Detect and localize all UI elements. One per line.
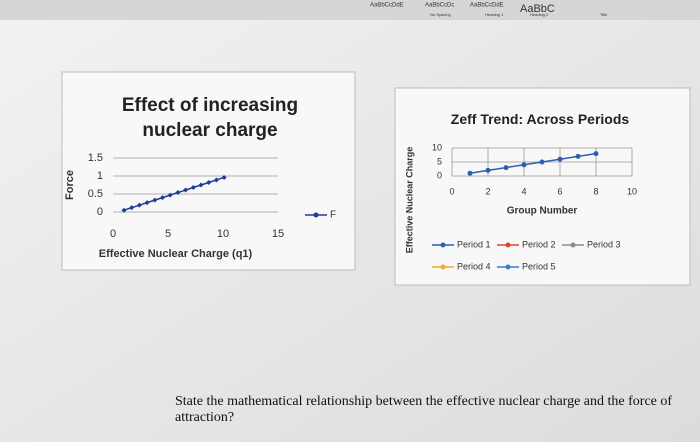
- marker: [183, 187, 189, 193]
- marker: [136, 202, 142, 208]
- question: State the mathematical relationship betw…: [175, 394, 673, 425]
- marker: [152, 197, 158, 203]
- chart-title: Zeff Trend: Across Periods: [450, 111, 630, 127]
- series-line: [469, 152, 597, 174]
- x-tick-label: 8: [593, 186, 598, 196]
- marker: [206, 179, 212, 185]
- marker: [575, 153, 581, 159]
- x-tick-label: 6: [557, 186, 562, 196]
- x-tick-label: 10: [627, 186, 637, 196]
- x-tick-label: 5: [165, 228, 171, 240]
- x-tick-label: 2: [485, 186, 490, 196]
- legend-swatch: [570, 242, 576, 248]
- marker: [121, 207, 127, 213]
- ribbon-style: AaBbC: [520, 3, 555, 15]
- x-tick-label: 0: [449, 186, 454, 196]
- y-tick-label: 0.5: [88, 188, 103, 200]
- legend-swatch: [440, 242, 446, 248]
- marker: [175, 190, 181, 196]
- x-tick-label: 4: [521, 186, 526, 196]
- y-axis-label: Force: [64, 170, 76, 200]
- ribbon: [0, 0, 700, 20]
- marker: [467, 170, 473, 176]
- ribbon-style: AaBbCcDc: [425, 3, 454, 9]
- ribbon-style: Heading 2: [530, 12, 549, 17]
- ribbon-style: AaBbCcDdE: [370, 3, 404, 9]
- marker: [221, 174, 227, 180]
- ribbon-style: Title: [600, 12, 608, 17]
- ribbon-style: AaBbCcDdE: [470, 3, 504, 9]
- x-axis-label: Group Number: [507, 206, 578, 217]
- legend-swatch: [440, 264, 446, 270]
- legend-label: F: [330, 210, 336, 221]
- marker: [557, 156, 563, 162]
- x-axis-label: Effective Nuclear Charge (q1): [99, 248, 253, 260]
- marker: [144, 200, 150, 206]
- y-tick-label: 1.5: [88, 152, 103, 164]
- chart-title: Effect of increasing nuclear charge: [121, 95, 299, 141]
- marker: [593, 151, 599, 157]
- marker: [160, 195, 165, 201]
- legend-label: Period 4: [457, 261, 491, 271]
- marker: [167, 192, 173, 198]
- marker: [129, 205, 135, 211]
- marker: [539, 159, 545, 165]
- y-tick-label: 1: [97, 170, 103, 182]
- marker: [485, 167, 491, 173]
- marker: [198, 182, 204, 188]
- legend-label: Period 5: [522, 261, 556, 271]
- legend-label: Period 1: [457, 239, 491, 249]
- marker: [190, 185, 196, 191]
- chart-frame: [394, 87, 691, 286]
- y-tick-label: 0: [97, 206, 103, 218]
- y-tick-label: 10: [432, 142, 442, 152]
- marker: [521, 162, 527, 168]
- y-axis-label: Effective Nuclear Charge: [404, 147, 414, 254]
- y-tick-label: 0: [437, 170, 442, 180]
- marker: [503, 165, 509, 171]
- legend-label: Period 3: [587, 239, 621, 249]
- x-tick-label: 15: [272, 228, 284, 240]
- chart-frame: [61, 71, 356, 271]
- legend-label: Period 2: [522, 239, 556, 249]
- x-tick-label: 10: [217, 228, 229, 240]
- legend-swatch: [313, 212, 319, 218]
- ribbon-style: Heading 1: [485, 12, 504, 17]
- y-tick-label: 5: [437, 156, 442, 166]
- x-tick-label: 0: [110, 228, 116, 240]
- ribbon-style: No Spacing: [430, 12, 451, 17]
- legend-swatch: [505, 242, 511, 248]
- legend-swatch: [505, 264, 511, 270]
- marker: [213, 177, 219, 183]
